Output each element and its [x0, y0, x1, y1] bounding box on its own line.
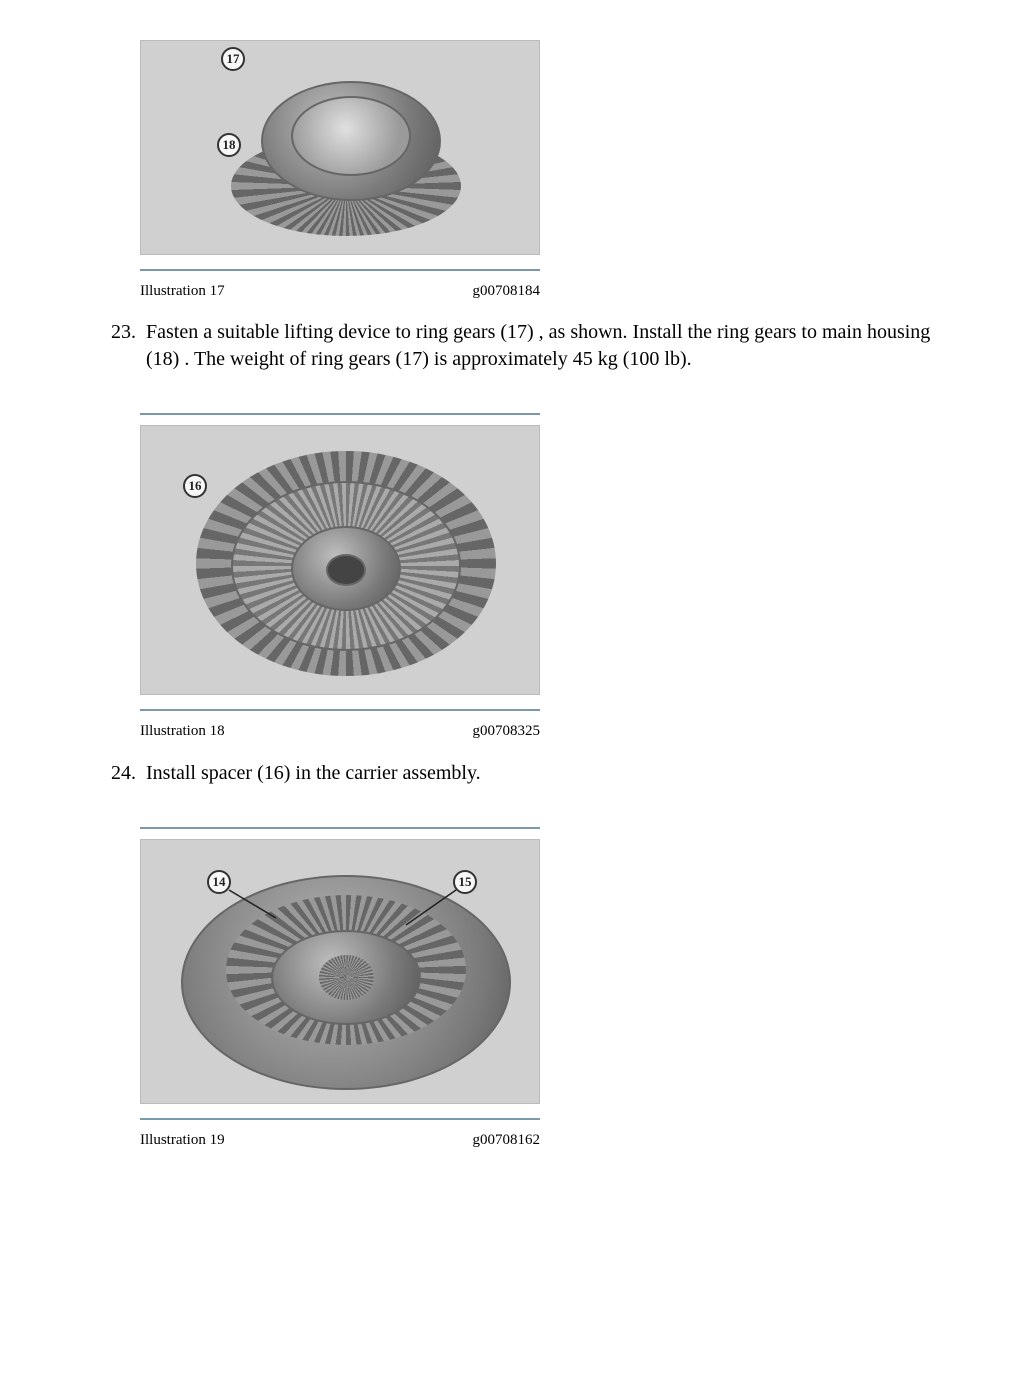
figure-18: 16 Illustration 18 g00708325: [140, 413, 964, 741]
figure-18-caption: Illustration 18 g00708325: [140, 721, 540, 741]
callout-16: 16: [183, 474, 207, 498]
step-24-number: 24.: [108, 760, 136, 787]
figure-17-code: g00708184: [473, 281, 541, 301]
callout-18: 18: [217, 133, 241, 157]
figure-17-image: 17 18: [140, 40, 540, 255]
figure-17: 17 18 Illustration 17 g00708184: [140, 40, 964, 301]
step-24: 24. Install spacer (16) in the carrier a…: [108, 760, 964, 787]
figure-19-code: g00708162: [473, 1130, 541, 1150]
step-24-text: Install spacer (16) in the carrier assem…: [146, 760, 481, 787]
figure-19-top-rule: [140, 827, 540, 829]
figure-19-label: Illustration 19: [140, 1130, 225, 1150]
figure-17-label: Illustration 17: [140, 281, 225, 301]
figure-18-image: 16: [140, 425, 540, 695]
figure-17-caption: Illustration 17 g00708184: [140, 281, 540, 301]
figure-18-rule: [140, 709, 540, 711]
step-23-number: 23.: [108, 319, 136, 373]
figure-19-rule: [140, 1118, 540, 1120]
step-23-text: Fasten a suitable lifting device to ring…: [146, 319, 964, 373]
figure-18-code: g00708325: [473, 721, 541, 741]
callout-17: 17: [221, 47, 245, 71]
figure-18-top-rule: [140, 413, 540, 415]
figure-19-leaders: [141, 840, 539, 1103]
figure-19-caption: Illustration 19 g00708162: [140, 1130, 540, 1150]
step-23: 23. Fasten a suitable lifting device to …: [108, 319, 964, 373]
figure-18-label: Illustration 18: [140, 721, 225, 741]
figure-17-rule: [140, 269, 540, 271]
figure-19: 14 15 Illustration 19 g00708162: [140, 827, 964, 1150]
figure-19-image: 14 15: [140, 839, 540, 1104]
